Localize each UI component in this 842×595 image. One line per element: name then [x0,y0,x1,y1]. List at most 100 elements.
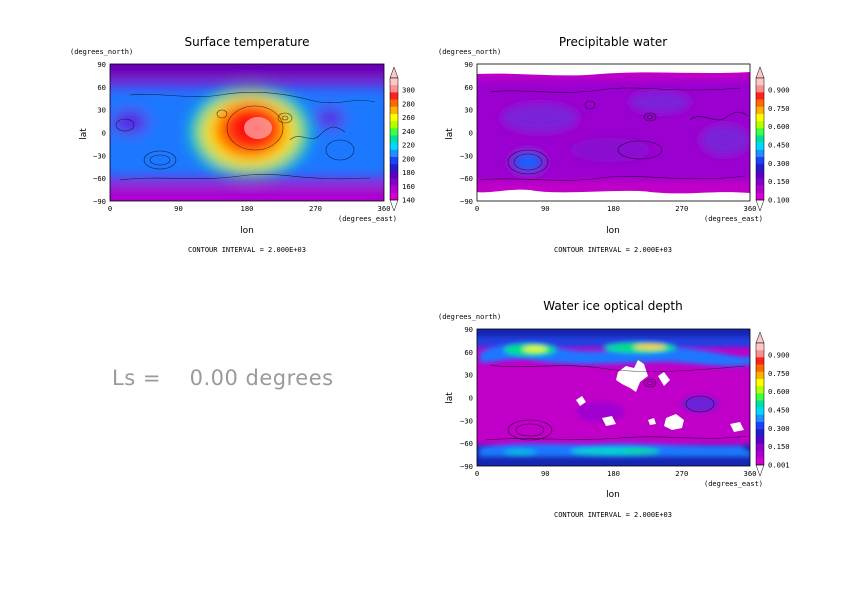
colorbar-tick-label: 300 [402,86,415,95]
colorbar-tick-label: 0.150 [768,442,790,451]
y-units-label: (degrees_north) [438,313,501,321]
colorbar-swatch [390,185,398,194]
colorbar-swatch [756,450,764,459]
colorbar: 0.900 0.750 0.600 0.450 0.300 0.150 0.001 [755,331,790,477]
y-tick-label: 0 [469,394,473,403]
y-axis-label: lat [445,128,455,140]
colorbar-tick-label: 180 [402,168,415,177]
colorbar-tick-label: 0.750 [768,104,790,113]
colorbar-tick-label: 280 [402,99,415,108]
colorbar-tick-label: 0.100 [768,196,790,205]
colorbar-swatch [756,357,764,365]
y-tick-label: −30 [93,151,106,160]
colorbar-swatch [390,164,398,172]
colorbar-swatch [756,156,764,165]
x-tick-label: 270 [309,204,322,213]
colorbar-overflow-arrow [755,331,765,344]
colorbar-tick-label: 160 [402,182,415,191]
chart-title: Precipitable water [559,35,667,49]
x-tick-label: 360 [744,204,757,213]
chart-title: Water ice optical depth [543,299,682,313]
y-units-label: (degrees_north) [70,48,133,56]
x-axis: 0 90 180 270 360 [475,204,757,213]
colorbar-swatch [756,436,764,444]
colorbar-swatch [756,121,764,129]
colorbar-swatch [756,386,764,394]
y-tick-label: 90 [97,60,106,69]
colorbar-swatch [756,421,764,430]
x-tick-label: 0 [475,204,479,213]
colorbar-swatch [756,128,764,136]
colorbar-swatch [390,178,398,186]
colorbar-underflow-arrow [389,199,399,212]
y-tick-label: −60 [460,174,473,183]
colorbar-overflow-arrow [389,66,399,79]
y-tick-label: −30 [460,151,473,160]
x-tick-label: 90 [174,204,183,213]
x-axis-label: lon [606,490,620,500]
colorbar-tick-label: 260 [402,113,415,122]
colorbar-swatch [756,142,764,151]
y-tick-label: −90 [460,462,473,471]
colorbar-swatch [756,185,764,194]
y-tick-label: −30 [460,416,473,425]
colorbar-swatch [756,429,764,437]
panel-water-ice-optical-depth: Water ice optical depth (degrees_north) [438,299,790,519]
y-tick-label: 30 [464,106,473,115]
x-axis-label: lon [606,226,620,236]
contour-interval-note: CONTOUR INTERVAL = 2.000E+03 [188,246,306,254]
colorbar-swatch [756,92,764,100]
colorbar-tick-label: 0.600 [768,387,790,396]
colorbar-swatch [756,106,764,115]
y-units-label: (degrees_north) [438,48,501,56]
colorbar-underflow-arrow [755,464,765,477]
heatmap-field [477,329,750,466]
plot-frame [109,63,385,202]
colorbar-frame [755,77,765,201]
y-tick-label: 90 [464,325,473,334]
colorbar-swatch [756,149,764,158]
x-tick-label: 180 [607,204,620,213]
colorbar-tick-label: 0.900 [768,351,790,360]
colorbar-swatch [756,113,764,122]
y-tick-label: 30 [464,371,473,380]
x-units-label: (degrees_east) [704,215,763,223]
colorbar-swatch [756,178,764,186]
plot-frame [476,63,751,202]
colorbar-swatch [390,142,398,151]
panel-surface-temperature: Surface temperature (degrees_north) [70,35,415,254]
colorbar-swatch [756,393,764,401]
x-tick-label: 90 [541,469,550,478]
y-axis: 90 60 30 0 −30 −60 −90 [460,60,473,206]
colorbar-swatch [390,92,398,100]
x-tick-label: 180 [241,204,254,213]
colorbar-swatch [756,171,764,179]
colorbar-swatch [390,192,398,201]
x-tick-label: 270 [675,204,688,213]
contour-interval-note: CONTOUR INTERVAL = 2.000E+03 [554,511,672,519]
colorbar-swatch [390,99,398,108]
y-tick-label: −60 [93,174,106,183]
y-tick-label: −60 [460,439,473,448]
colorbar-swatch [390,78,398,86]
y-axis-label: lat [79,128,89,140]
colorbar-overflow-arrow [755,66,765,79]
y-axis: 90 60 30 0 −30 −60 −90 [93,60,106,206]
solar-longitude-label: Ls = 0.00 degrees [112,366,334,390]
x-axis-label: lon [240,226,254,236]
colorbar-tick-label: 140 [402,196,415,205]
colorbar-swatch [390,135,398,143]
y-axis: 90 60 30 0 −30 −60 −90 [460,325,473,471]
y-tick-label: −90 [93,197,106,206]
heatmap-field [477,64,750,201]
colorbar-tick-label: 200 [402,154,415,163]
colorbar-swatch [390,156,398,165]
y-tick-label: 60 [97,83,106,92]
x-axis: 0 90 180 270 360 [108,204,391,213]
colorbar-swatch [756,78,764,86]
colorbar-swatch [756,85,764,93]
colorbar-swatch [390,121,398,129]
colorbar-swatch [756,414,764,423]
colorbar-swatch [756,350,764,358]
y-tick-label: 60 [464,348,473,357]
